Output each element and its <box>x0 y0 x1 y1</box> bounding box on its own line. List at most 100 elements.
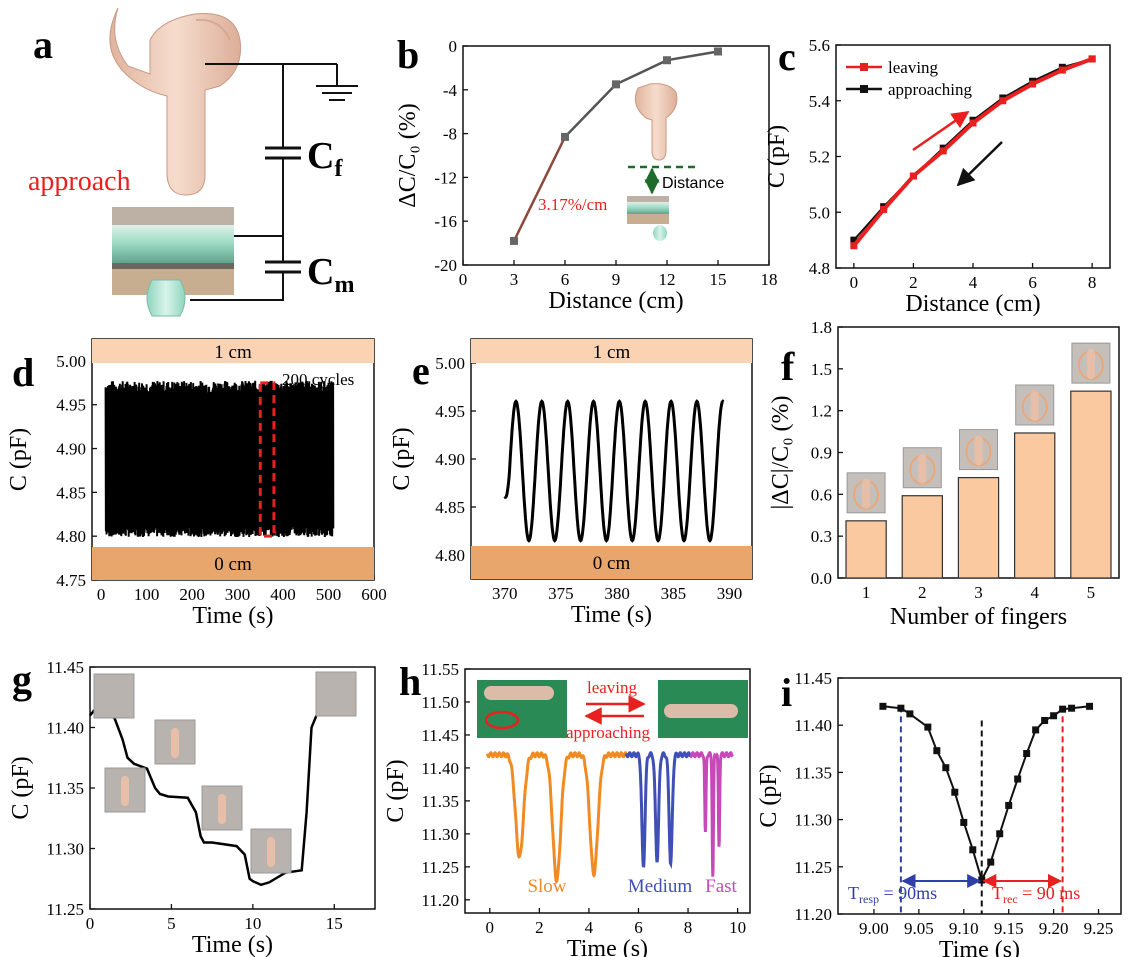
hand-photo-finger <box>1030 390 1039 421</box>
y-tick-label: 11.40 <box>46 719 84 738</box>
data-point <box>942 764 950 772</box>
data-point <box>1023 750 1031 758</box>
x-tick-label: 6 <box>561 270 570 289</box>
band-0cm <box>471 546 752 579</box>
y-tick-label: 11.35 <box>46 779 84 798</box>
cycles-annotation: 200 cycles <box>282 370 354 389</box>
y-tick-label: 11.25 <box>794 858 832 877</box>
plot-frame <box>464 668 751 914</box>
bar-4 <box>1013 432 1056 579</box>
panel-letter-f: f <box>781 344 795 389</box>
cm-label: Cm <box>307 251 354 298</box>
y-tick-label: 1.2 <box>811 402 832 421</box>
panel-letter-b: b <box>397 32 419 77</box>
x-tick-label: 9.25 <box>1084 919 1114 938</box>
plot-frame <box>462 45 770 266</box>
inset-sensor-tube <box>627 202 669 214</box>
x-tick-label: 9.20 <box>1039 919 1069 938</box>
y-tick-label: 0.0 <box>811 569 832 588</box>
x-axis-label: Time (s) <box>192 603 273 629</box>
x-tick-label: 300 <box>225 585 251 604</box>
y-tick-label: 4.85 <box>56 483 86 502</box>
hand-photo-finger <box>171 728 179 758</box>
panel-letter-a: a <box>33 22 53 67</box>
highlight-box <box>258 381 276 538</box>
panel-letter-h: h <box>399 659 421 704</box>
x-tick-label: 3 <box>510 270 519 289</box>
y-tick-label: 0.3 <box>811 527 832 546</box>
signal-trace <box>89 705 351 887</box>
x-tick-label: 370 <box>492 584 518 603</box>
panel-letter-c: c <box>778 34 796 79</box>
series-line-Fast <box>689 751 734 877</box>
y-tick-label: 1.5 <box>811 360 832 379</box>
inset-sensor-rod <box>653 225 667 241</box>
data-point <box>714 47 722 56</box>
inset-sensor-base <box>627 214 669 224</box>
inset-finger <box>634 83 678 161</box>
bar-3 <box>957 477 1000 579</box>
x-tick-label: 12 <box>659 270 676 289</box>
photo-hand-shape <box>484 686 554 700</box>
y-tick-label: 11.40 <box>794 716 832 735</box>
data-point <box>1005 801 1013 809</box>
data-point-leaving <box>880 205 888 213</box>
series-line-Slow <box>485 751 628 884</box>
series-line-segment <box>512 136 567 242</box>
y-tick-label: 5.00 <box>435 354 465 373</box>
x-tick-label: 100 <box>134 585 160 604</box>
x-axis-label: Time (s) <box>192 932 273 957</box>
data-point <box>987 858 995 866</box>
x-tick-label: 18 <box>761 270 778 289</box>
series-label-slow: Slow <box>527 876 566 897</box>
x-tick-label: 10 <box>244 914 261 933</box>
data-point-approaching <box>850 236 858 244</box>
band-label-0cm: 0 cm <box>214 554 252 575</box>
t-resp-part: = 90ms <box>879 883 937 903</box>
x-tick-label: 4 <box>969 273 978 292</box>
cf-label: Cf <box>307 135 343 182</box>
y-tick-label: 4.8 <box>809 259 830 278</box>
y-tick-label: 11.40 <box>421 759 459 778</box>
panel-letter-i: i <box>781 670 792 715</box>
panel-g: g 11.25 11.30 11.35 11.40 11.45 0 5 10 15 Time (s)… <box>8 657 376 957</box>
t-rec-part: rec <box>1003 892 1018 906</box>
y-tick-label: 11.20 <box>794 905 832 924</box>
y-tick-label: 4.80 <box>56 527 86 546</box>
panel-a-schematic: a approach <box>28 7 358 317</box>
y-tick-label: 11.30 <box>46 840 84 859</box>
y-tick-label: 5.6 <box>809 36 830 55</box>
data-point <box>612 80 620 89</box>
y-tick-label: 0 <box>449 37 458 56</box>
data-point-leaving <box>850 242 858 250</box>
data-point-leaving <box>909 172 917 180</box>
series-line-Medium <box>624 751 692 870</box>
x-tick-label: 6 <box>634 918 643 937</box>
legend-marker <box>860 85 868 93</box>
y-tick-label: 4.95 <box>56 396 86 415</box>
data-point-leaving <box>939 147 947 155</box>
data-point <box>1050 712 1058 720</box>
x-tick-label: 4 <box>585 918 594 937</box>
data-point-leaving <box>1058 66 1066 74</box>
data-point <box>1086 702 1094 710</box>
y-tick-label: 11.35 <box>794 763 832 782</box>
hand-photo-finger <box>974 435 983 466</box>
y-tick-label: -20 <box>434 256 457 275</box>
x-tick-label: 8 <box>1088 273 1097 292</box>
y-tick-label: 0.9 <box>811 444 832 463</box>
data-point <box>1068 704 1076 712</box>
data-point <box>951 788 959 796</box>
data-point <box>561 132 569 141</box>
band-label-1cm: 1 cm <box>214 342 252 363</box>
x-axis-label: Number of fingers <box>890 604 1067 630</box>
t-rec-part: T <box>992 883 1003 903</box>
x-tick-label: 9.05 <box>904 919 934 938</box>
legend-label-approaching: approaching <box>888 80 973 99</box>
hand-photo-finger <box>121 776 129 806</box>
x-tick-label: 390 <box>717 584 743 603</box>
data-point <box>1059 705 1067 713</box>
hand-photo-1 <box>93 673 135 719</box>
panel-letter-e: e <box>412 348 430 393</box>
y-tick-label: 5.4 <box>809 92 831 111</box>
